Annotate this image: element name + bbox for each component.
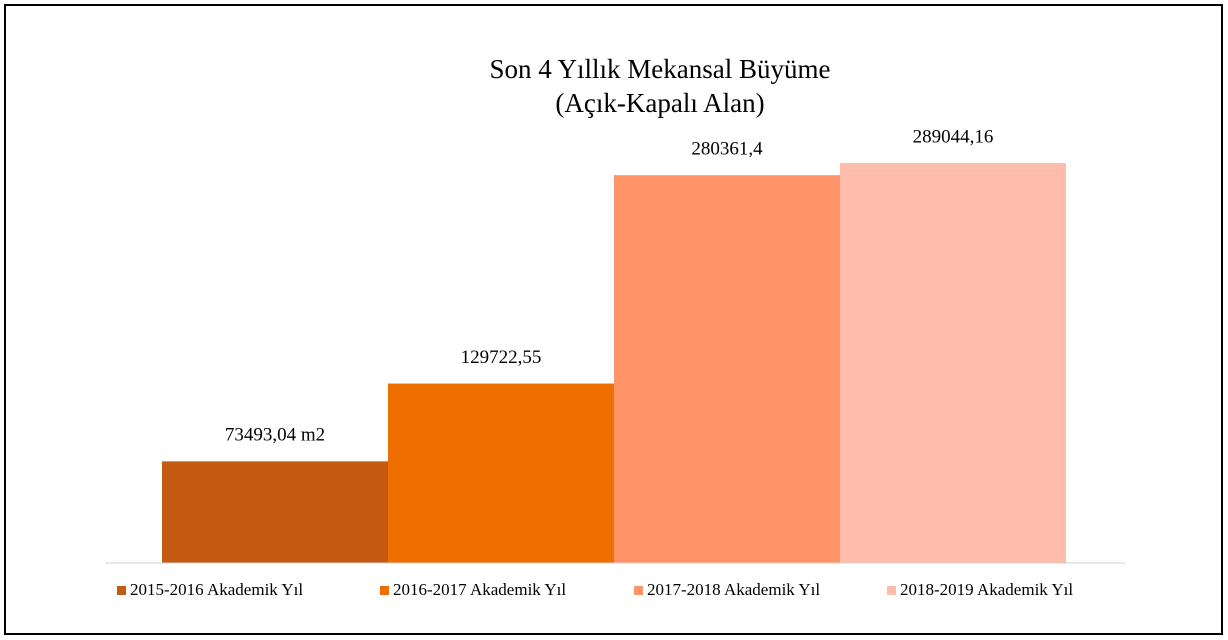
legend-label: 2017-2018 Akademik Yıl: [647, 580, 820, 599]
legend-label: 2018-2019 Akademik Yıl: [900, 580, 1073, 599]
data-label: 73493,04 m2: [225, 425, 325, 446]
legend-label: 2015-2016 Akademik Yıl: [130, 580, 303, 599]
bar: [614, 175, 840, 563]
data-label: 129722,55: [461, 347, 542, 368]
legend-swatch: [887, 586, 896, 595]
legend-swatch: [380, 586, 389, 595]
data-label: 289044,16: [913, 127, 994, 148]
bar: [840, 163, 1066, 563]
data-label: 280361,4: [691, 139, 763, 160]
chart-title: (Açık-Kapalı Alan): [555, 88, 764, 118]
legend-swatch: [117, 586, 126, 595]
bar: [388, 383, 614, 563]
chart-title: Son 4 Yıllık Mekansal Büyüme: [490, 54, 831, 84]
legend-swatch: [634, 586, 643, 595]
legend-label: 2016-2017 Akademik Yıl: [393, 580, 566, 599]
bar: [162, 461, 388, 563]
